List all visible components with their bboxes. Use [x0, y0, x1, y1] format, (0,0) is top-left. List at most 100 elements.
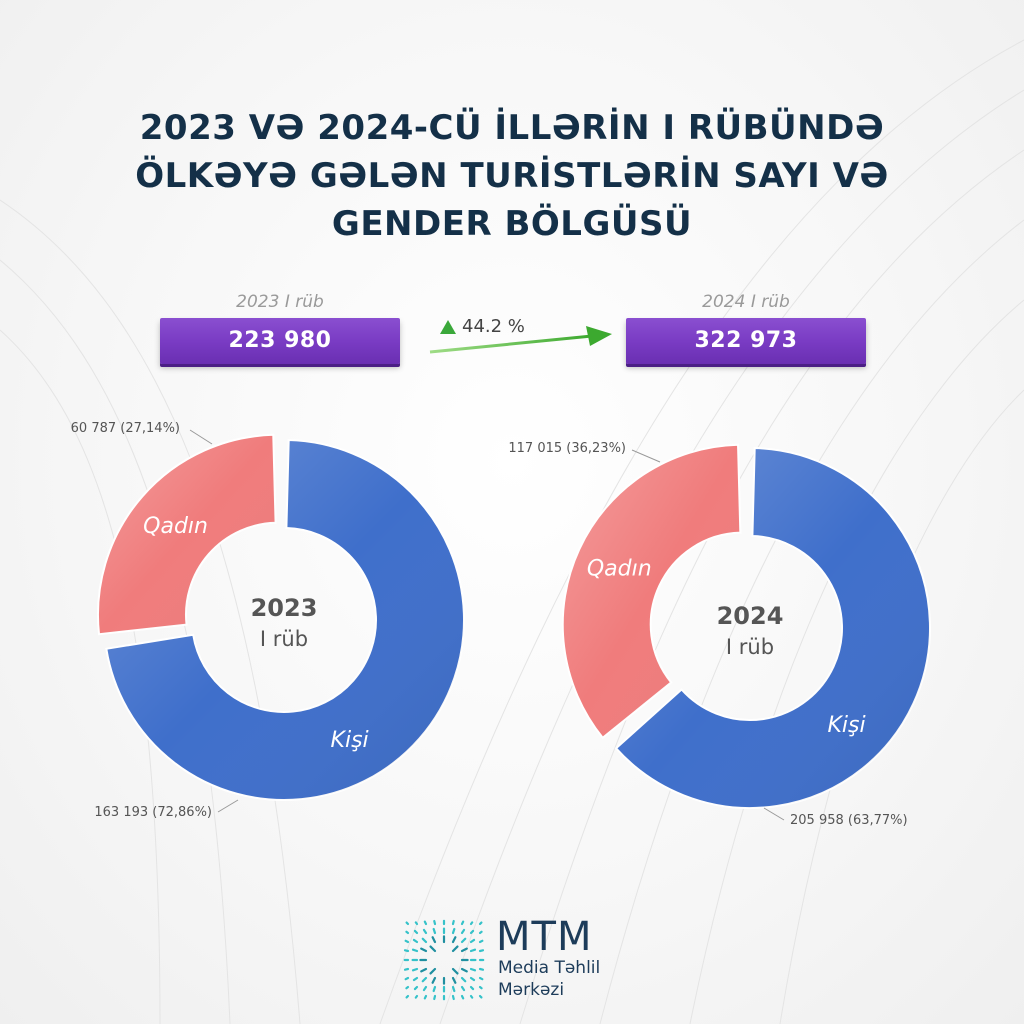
title-line-1: 2023 VƏ 2024-CÜ İLLƏRİN I RÜBÜNDƏ	[139, 108, 885, 148]
logo-burst-ray	[414, 994, 419, 999]
logo-burst-ray	[432, 927, 437, 935]
logo-burst-ray	[405, 921, 410, 926]
logo-burst-ray	[460, 976, 467, 983]
page-title: 2023 VƏ 2024-CÜ İLLƏRİN I RÜBÜNDƏ ÖLKƏYƏ…	[112, 104, 912, 248]
logo-burst-ray	[429, 967, 437, 975]
center-period-label: I rüb	[260, 627, 308, 651]
logo-burst-ray	[413, 985, 419, 991]
logo-burst-ray	[460, 937, 467, 944]
logo-burst-ray	[478, 949, 485, 953]
logo-burst-ray	[460, 967, 468, 973]
female-value-label: 60 787 (27,14%)	[71, 421, 180, 436]
logo-burst-ray	[451, 919, 455, 926]
logo-burst-ray	[460, 985, 466, 992]
center-year-label: 2023	[251, 594, 318, 622]
logo-burst-ray	[451, 985, 456, 993]
logo-burst-ray	[469, 967, 477, 972]
logo-burst-ray	[413, 929, 419, 935]
logo-burst-ray	[420, 947, 428, 953]
logo-burst-ray	[405, 930, 410, 935]
logo-burst-ray	[469, 938, 476, 944]
title-line-3: GENDER BÖLGÜSÜ	[331, 204, 693, 244]
donut-chart-2023: Kişi Qadın 2023 I rüb 60 787 (27,14%) 163 193…	[71, 421, 465, 820]
logo-burst-ray	[451, 976, 457, 984]
logo-burst-ray	[423, 994, 428, 1000]
logo-burst-ray	[403, 967, 410, 971]
female-leader-line	[189, 429, 213, 445]
logo-burst-ray	[404, 939, 410, 944]
female-slice-shine	[97, 434, 276, 635]
logo-burst-ray	[460, 947, 468, 953]
female-slice-shine	[562, 444, 741, 738]
logo-burst-ray	[478, 967, 485, 971]
logo-burst-ray	[411, 948, 419, 953]
total-box-2023: 223 980	[160, 318, 400, 364]
logo-burst-ray	[469, 994, 474, 999]
logo-burst-ray	[422, 928, 428, 935]
logo-burst-ray	[431, 976, 437, 984]
male-slice-shine	[106, 440, 465, 800]
female-slice-name: Qadın	[587, 557, 652, 582]
donut-chart-2024: Kişi Qadın 2024 I rüb 117 015 (36,23%) 205 95…	[508, 441, 931, 828]
growth-up-icon	[440, 320, 456, 334]
logo-burst-ray	[429, 945, 437, 953]
logo-burst-ray	[478, 939, 484, 944]
male-slice-name: Kişi	[331, 728, 369, 753]
period-label-2024: 2024 I rüb	[702, 292, 790, 312]
growth-arrow	[429, 326, 612, 354]
female-leader-line	[631, 449, 661, 463]
logo-burst-ray	[431, 936, 437, 944]
logo-burst-ray	[451, 936, 457, 944]
logo-burst-ray	[405, 985, 410, 990]
male-leader-line	[217, 799, 239, 813]
logo-burst-ray	[412, 938, 419, 944]
logo-burst-ray	[420, 967, 428, 973]
logo-burst-ray	[460, 994, 465, 1000]
logo-burst-ray	[460, 920, 465, 926]
logo-burst-ray	[404, 976, 410, 981]
female-slice-name: Qadın	[143, 514, 208, 539]
logo-burst-ray	[451, 927, 456, 935]
logo-burst-ray	[421, 937, 428, 944]
male-value-label: 163 193 (72,86%)	[94, 805, 212, 820]
logo-burst-ray	[469, 976, 476, 982]
logo-burst-ray	[421, 976, 428, 983]
male-slice-shine	[616, 448, 930, 808]
male-slice-name: Kişi	[827, 713, 865, 738]
logo-burst-ray	[478, 985, 483, 990]
logo-burst-ray	[469, 948, 477, 953]
logo-burst-ray	[451, 967, 459, 975]
logo-name: MTM	[496, 914, 593, 960]
title-line-2: ÖLKƏYƏ GƏLƏN TURİSTLƏRİN SAYI VƏ	[135, 156, 889, 196]
logo-burst-ray	[433, 994, 437, 1001]
total-box-2024: 322 973	[626, 318, 866, 364]
logo-burst-ray	[478, 994, 483, 999]
logo-subtitle-2: Mərkəzi	[498, 980, 565, 1000]
logo-subtitle-1: Media Təhlil	[498, 958, 601, 978]
logo-burst-ray	[403, 949, 410, 953]
period-label-2023: 2023 I rüb	[236, 292, 324, 312]
logo-burst-ray	[411, 967, 419, 972]
logo-burst-ray	[405, 994, 410, 999]
logo-burst-ray	[414, 921, 419, 926]
logo-burst-ray	[432, 985, 437, 993]
logo-burst-ray	[451, 945, 459, 953]
logo-burst-ray	[469, 929, 475, 935]
logo-burst-ray	[451, 994, 455, 1001]
female-value-label: 117 015 (36,23%)	[508, 441, 626, 456]
mtm-logo: MTM Media Təhlil Mərkəzi	[402, 914, 642, 1004]
logo-burst-ray	[478, 930, 483, 935]
male-leader-line	[763, 807, 785, 821]
logo-burst-ray	[433, 919, 437, 926]
logo-burst-ray	[422, 985, 428, 992]
logo-burst-ray	[478, 976, 484, 981]
center-year-label: 2024	[717, 602, 784, 630]
logo-burst-ray	[423, 920, 428, 926]
male-value-label: 205 958 (63,77%)	[790, 813, 908, 828]
center-period-label: I rüb	[726, 635, 774, 659]
growth-label: 44.2 %	[462, 316, 525, 337]
logo-burst-ray	[478, 921, 483, 926]
logo-burst-ray	[460, 928, 466, 935]
logo-burst-ray	[469, 921, 474, 926]
